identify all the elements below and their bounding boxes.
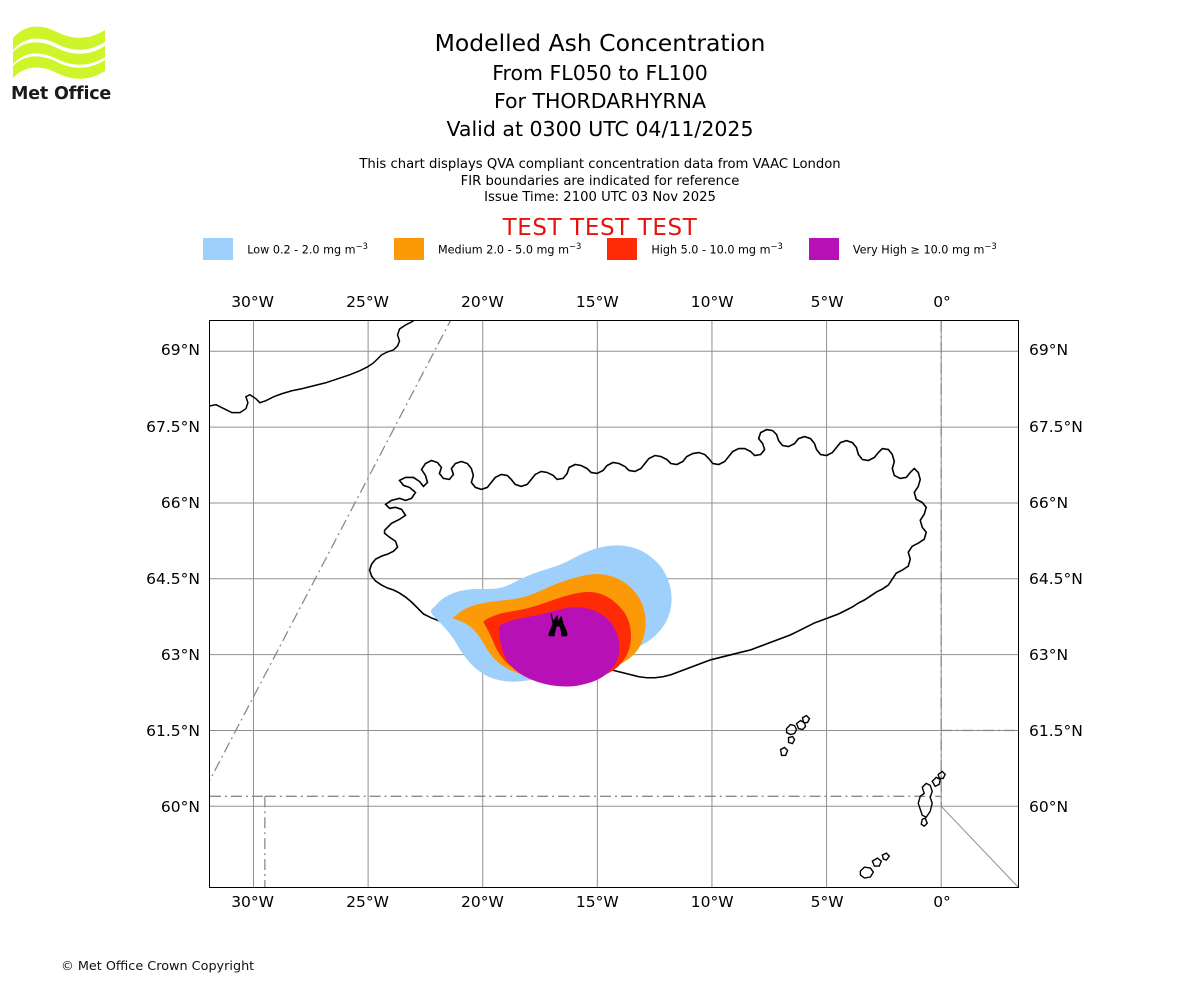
issue-time: Issue Time: 2100 UTC 03 Nov 2025	[484, 190, 716, 205]
lon-tick-top-15w: 15°W	[575, 293, 619, 311]
ash-concentration-map	[209, 320, 1019, 888]
legend-label-very-high: Very High ≥ 10.0 mg m−3	[852, 241, 997, 257]
fir-boundary-lines	[210, 321, 1018, 887]
legend-label-high: High 5.0 - 10.0 mg m−3	[651, 241, 783, 257]
fir-note: FIR boundaries are indicated for referen…	[460, 173, 740, 189]
lat-tick-right-675n: 67.5°N	[1029, 417, 1083, 436]
legend-swatch-low	[203, 238, 234, 260]
orkney-islands	[859, 852, 891, 879]
greenland-coastline	[210, 321, 415, 414]
shetland-islands	[917, 770, 947, 828]
lat-tick-right-63n: 63°N	[1029, 645, 1069, 664]
legend-swatch-very-high	[808, 238, 839, 260]
met-office-logo: Met Office	[11, 22, 121, 112]
lat-tick-right-69n: 69°N	[1029, 341, 1069, 360]
lon-tick-bottom-5w: 5°W	[810, 893, 844, 911]
lon-tick-top-10w: 10°W	[690, 293, 734, 311]
lat-tick-left-69n: 69°N	[160, 341, 200, 360]
volcano-icon	[548, 613, 568, 637]
lon-tick-bottom-30w: 30°W	[231, 893, 274, 911]
lon-tick-top-5w: 5°W	[810, 293, 844, 311]
page-title: Modelled Ash Concentration	[434, 29, 766, 57]
logo-text: Met Office	[11, 84, 112, 104]
lon-tick-bottom-20w: 20°W	[460, 893, 504, 911]
lat-tick-left-615n: 61.5°N	[146, 721, 200, 740]
legend-item-low: Low 0.2 - 2.0 mg m−3	[203, 238, 368, 260]
ash-contour-very-high	[499, 607, 620, 687]
lat-tick-left-60n: 60°N	[160, 798, 200, 816]
faroe-islands	[779, 714, 811, 757]
lat-tick-right-645n: 64.5°N	[1029, 569, 1083, 588]
lon-tick-bottom-0: 0°	[933, 893, 951, 911]
volcano-name: For THORDARHYRNA	[493, 89, 707, 113]
legend-label-low: Low 0.2 - 2.0 mg m−3	[247, 241, 368, 257]
met-office-waves-icon	[13, 26, 105, 79]
lon-tick-top-30w: 30°W	[231, 293, 274, 311]
lat-tick-left-645n: 64.5°N	[146, 569, 200, 588]
map-canvas	[210, 321, 1018, 887]
test-banner: TEST TEST TEST	[502, 215, 698, 241]
legend-item-very-high: Very High ≥ 10.0 mg m−3	[808, 238, 997, 260]
copyright-notice: © Met Office Crown Copyright	[61, 959, 255, 974]
subtitle-block: This chart displays QVA compliant concen…	[0, 157, 1200, 207]
legend-swatch-high	[607, 238, 638, 260]
lon-tick-top-0: 0°	[933, 293, 951, 311]
legend-label-medium: Medium 2.0 - 5.0 mg m−3	[437, 241, 582, 257]
concentration-legend: Low 0.2 - 2.0 mg m−3 Medium 2.0 - 5.0 mg…	[0, 238, 1200, 260]
legend-item-medium: Medium 2.0 - 5.0 mg m−3	[393, 238, 582, 260]
lat-tick-right-615n: 61.5°N	[1029, 721, 1083, 740]
lon-tick-bottom-25w: 25°W	[346, 893, 389, 911]
lon-tick-bottom-10w: 10°W	[690, 893, 734, 911]
lat-tick-left-675n: 67.5°N	[146, 417, 200, 436]
lon-tick-top-25w: 25°W	[346, 293, 389, 311]
qva-note: This chart displays QVA compliant concen…	[359, 157, 841, 172]
flight-level-range: From FL050 to FL100	[492, 61, 708, 85]
lat-tick-right-66n: 66°N	[1029, 493, 1069, 512]
legend-item-high: High 5.0 - 10.0 mg m−3	[607, 238, 783, 260]
lon-tick-top-20w: 20°W	[460, 293, 504, 311]
legend-swatch-medium	[393, 238, 424, 260]
lat-tick-right-60n: 60°N	[1029, 798, 1069, 816]
lon-tick-bottom-15w: 15°W	[575, 893, 619, 911]
title-block: Modelled Ash Concentration From FL050 to…	[0, 28, 1200, 143]
lat-tick-left-63n: 63°N	[160, 645, 200, 664]
fir-boundary-diagonal	[940, 805, 1018, 887]
lat-tick-left-66n: 66°N	[160, 493, 200, 512]
valid-time: Valid at 0300 UTC 04/11/2025	[446, 117, 754, 141]
